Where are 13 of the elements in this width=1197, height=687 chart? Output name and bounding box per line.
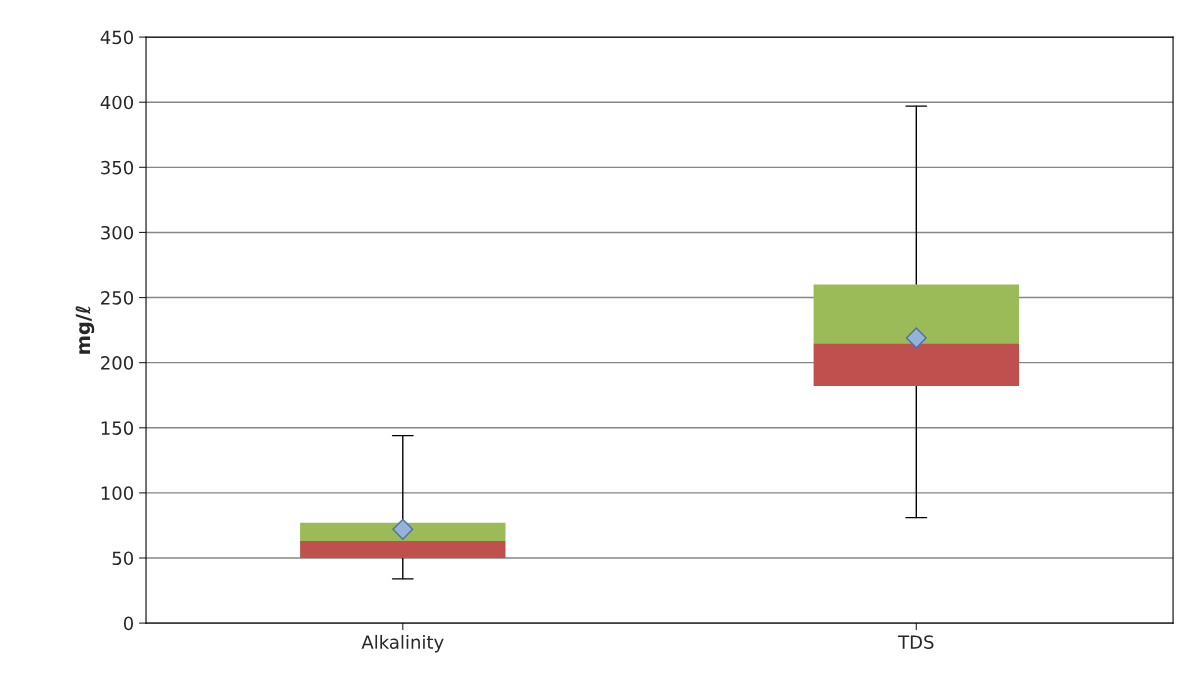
y-tick-label: 400 [100,95,134,110]
y-tick-label: 150 [101,421,134,435]
y-tick-label: 50 [112,551,134,566]
x-tick-label: Alkalinity [361,634,444,653]
y-tick-label: 200 [101,356,134,370]
y-tick-label: 300 [101,225,134,240]
y-tick-label: 250 [101,291,134,305]
x-tick-label: TDS [898,635,934,649]
y-tick-label: 0 [123,616,134,631]
y-axis-title: mg/ℓ [75,306,95,354]
y-tick-label: 450 [100,30,134,45]
y-tick-label: 350 [101,160,134,175]
y-tick-label: 100 [101,486,134,500]
